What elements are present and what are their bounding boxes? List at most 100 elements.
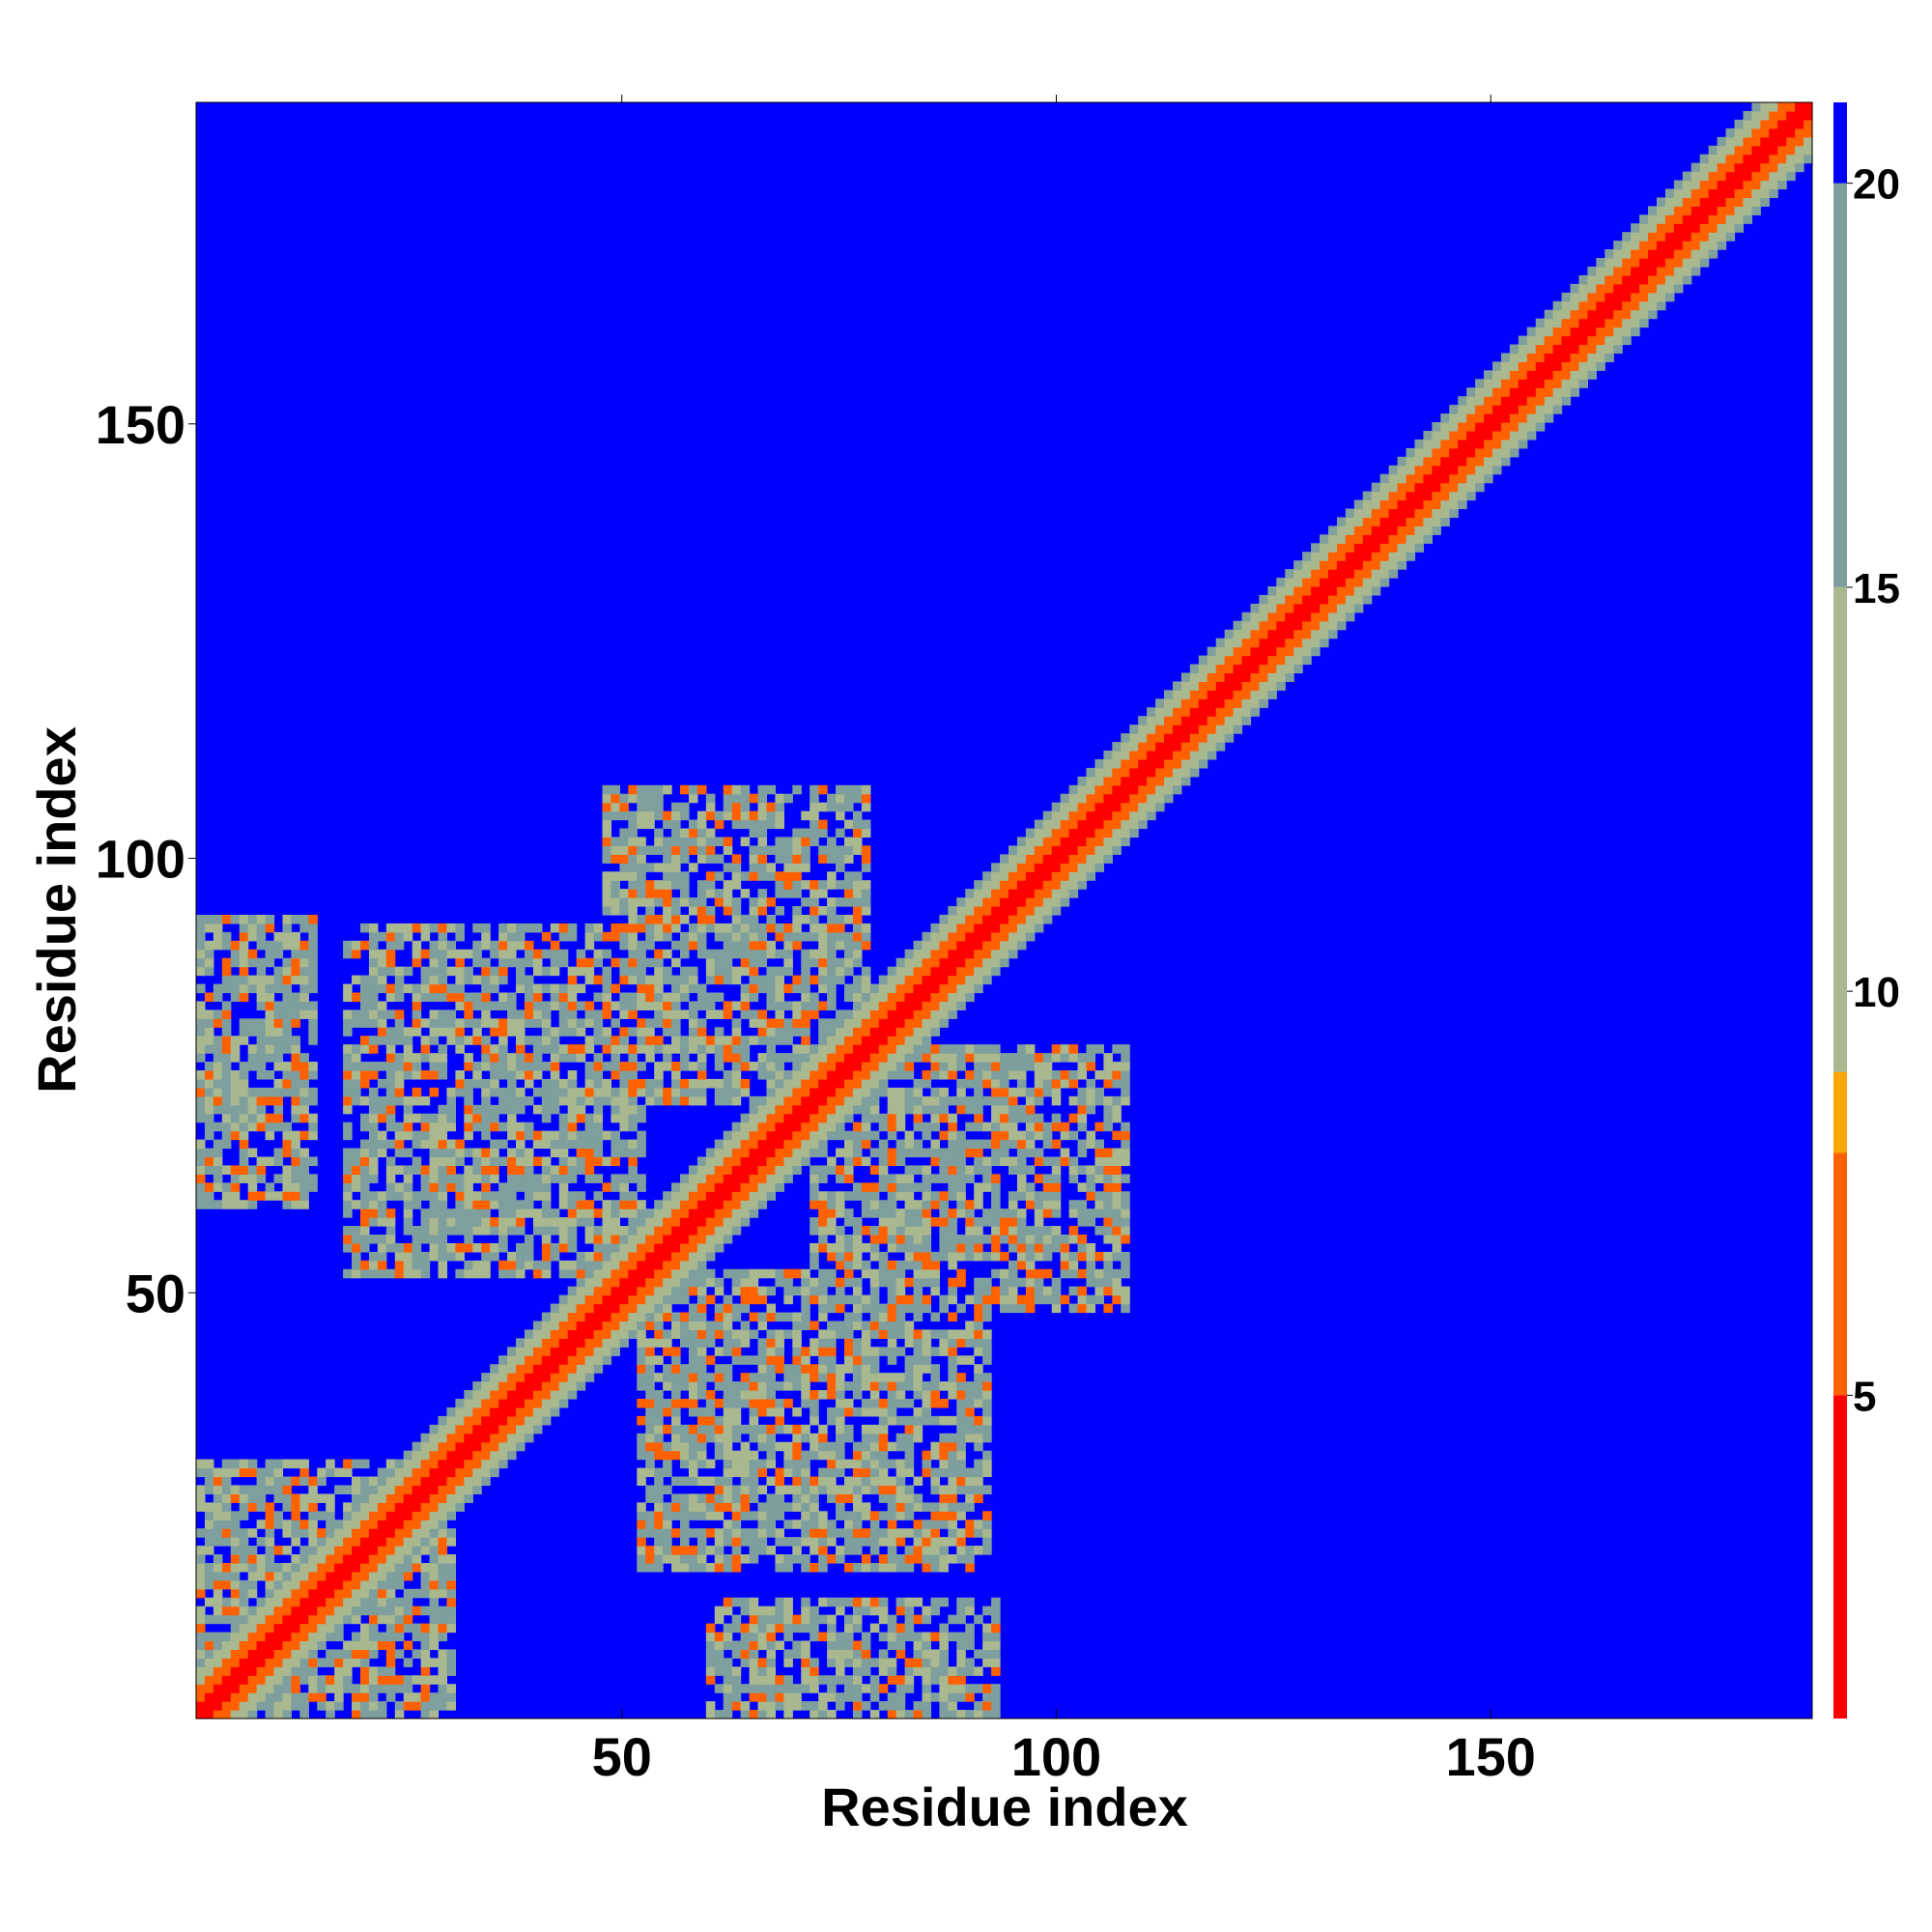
heatmap-cell (611, 1001, 620, 1010)
heatmap-cell (861, 897, 871, 907)
heatmap-cell (412, 957, 422, 968)
heatmap-cell (869, 1182, 880, 1192)
heatmap-cell (291, 1148, 300, 1158)
heatmap-cell (317, 1684, 327, 1693)
heatmap-cell (368, 1502, 379, 1512)
heatmap-cell (584, 1303, 595, 1314)
heatmap-cell (688, 1191, 698, 1201)
heatmap-cell (869, 1450, 880, 1461)
heatmap-cell (516, 1036, 526, 1045)
heatmap-cell (368, 1605, 379, 1616)
heatmap-cell (852, 871, 863, 881)
heatmap-cell (247, 983, 258, 994)
heatmap-cell (775, 1312, 784, 1322)
heatmap-cell (836, 1658, 845, 1667)
heatmap-cell (775, 1701, 784, 1711)
heatmap-cell (584, 1044, 595, 1054)
heatmap-cell (628, 863, 638, 872)
heatmap-cell (230, 1070, 241, 1080)
heatmap-cell (887, 1701, 897, 1711)
heatmap-cell (836, 1078, 845, 1089)
heatmap-cell (810, 1226, 819, 1236)
heatmap-cell (878, 1605, 889, 1616)
heatmap-cell (663, 1312, 672, 1322)
heatmap-cell (801, 863, 810, 872)
heatmap-cell (714, 1036, 724, 1045)
heatmap-cell (429, 1554, 440, 1564)
heatmap-cell (412, 1027, 422, 1037)
heatmap-cell (567, 1095, 578, 1106)
heatmap-cell (273, 1044, 284, 1054)
heatmap-cell (757, 1070, 768, 1080)
heatmap-cell (420, 992, 431, 1003)
heatmap-cell (368, 1139, 379, 1150)
heatmap-cell (265, 1459, 275, 1469)
heatmap-cell (490, 1398, 499, 1408)
heatmap-cell (204, 1597, 214, 1607)
heatmap-cell (498, 957, 508, 968)
heatmap-cell (412, 1113, 422, 1123)
heatmap-cell (299, 923, 309, 933)
heatmap-cell (368, 1614, 379, 1625)
heatmap-cell (775, 1467, 784, 1478)
heatmap-cell (810, 931, 819, 942)
heatmap-cell (705, 1476, 716, 1487)
heatmap-cell (671, 1424, 681, 1435)
heatmap-cell (783, 1658, 793, 1667)
heatmap-cell (792, 1467, 802, 1478)
heatmap-cell (213, 1554, 223, 1564)
heatmap-cell (204, 1485, 214, 1494)
heatmap-cell (766, 1303, 777, 1314)
heatmap-cell (671, 1234, 681, 1244)
heatmap-cell (221, 914, 232, 924)
heatmap-cell (438, 983, 448, 994)
heatmap-cell (619, 845, 629, 855)
heatmap-cell (343, 1018, 353, 1028)
heatmap-cell (723, 1217, 733, 1227)
heatmap-cell (637, 1182, 646, 1192)
heatmap-cell (783, 1130, 793, 1141)
heatmap-cell (438, 1537, 448, 1547)
heatmap-cell (230, 1130, 241, 1141)
heatmap-cell (567, 1338, 578, 1348)
heatmap-cell (438, 1104, 448, 1115)
heatmap-cell (878, 1277, 889, 1288)
heatmap-cell (836, 1027, 845, 1037)
heatmap-cell (359, 1242, 370, 1253)
heatmap-cell (299, 1459, 309, 1469)
heatmap-cell (714, 1217, 724, 1227)
heatmap-cell (775, 1528, 784, 1538)
heatmap-cell (490, 1018, 499, 1028)
heatmap-cell (256, 966, 267, 977)
heatmap-cell (256, 983, 267, 994)
heatmap-cell (455, 1459, 465, 1469)
heatmap-cell (861, 1640, 871, 1651)
heatmap-cell (558, 992, 569, 1003)
heatmap-cell (282, 983, 293, 994)
heatmap-cell (731, 1095, 742, 1106)
heatmap-cell (628, 1200, 638, 1209)
heatmap-cell (343, 949, 353, 959)
heatmap-cell (239, 1027, 249, 1037)
heatmap-cell (584, 1070, 595, 1080)
heatmap-cell (359, 1675, 370, 1685)
heatmap-cell (663, 1467, 672, 1478)
heatmap-cell (904, 1424, 915, 1435)
heatmap-cell (775, 1415, 784, 1426)
heatmap-cell (645, 1355, 655, 1365)
heatmap-cell (688, 837, 698, 846)
heatmap-cell (818, 1139, 828, 1150)
heatmap-cell (766, 1165, 777, 1175)
heatmap-cell (740, 1277, 751, 1288)
heatmap-cell (196, 1078, 206, 1089)
heatmap-cell (749, 992, 759, 1003)
heatmap-cell (810, 1485, 819, 1494)
heatmap-cell (749, 1113, 759, 1123)
heatmap-cell (869, 1605, 880, 1616)
heatmap-cell (420, 1234, 431, 1244)
heatmap-cell (368, 1666, 379, 1676)
heatmap-cell (775, 1078, 784, 1089)
heatmap-cell (541, 1268, 552, 1279)
heatmap-cell (801, 1001, 810, 1010)
heatmap-cell (869, 983, 880, 994)
